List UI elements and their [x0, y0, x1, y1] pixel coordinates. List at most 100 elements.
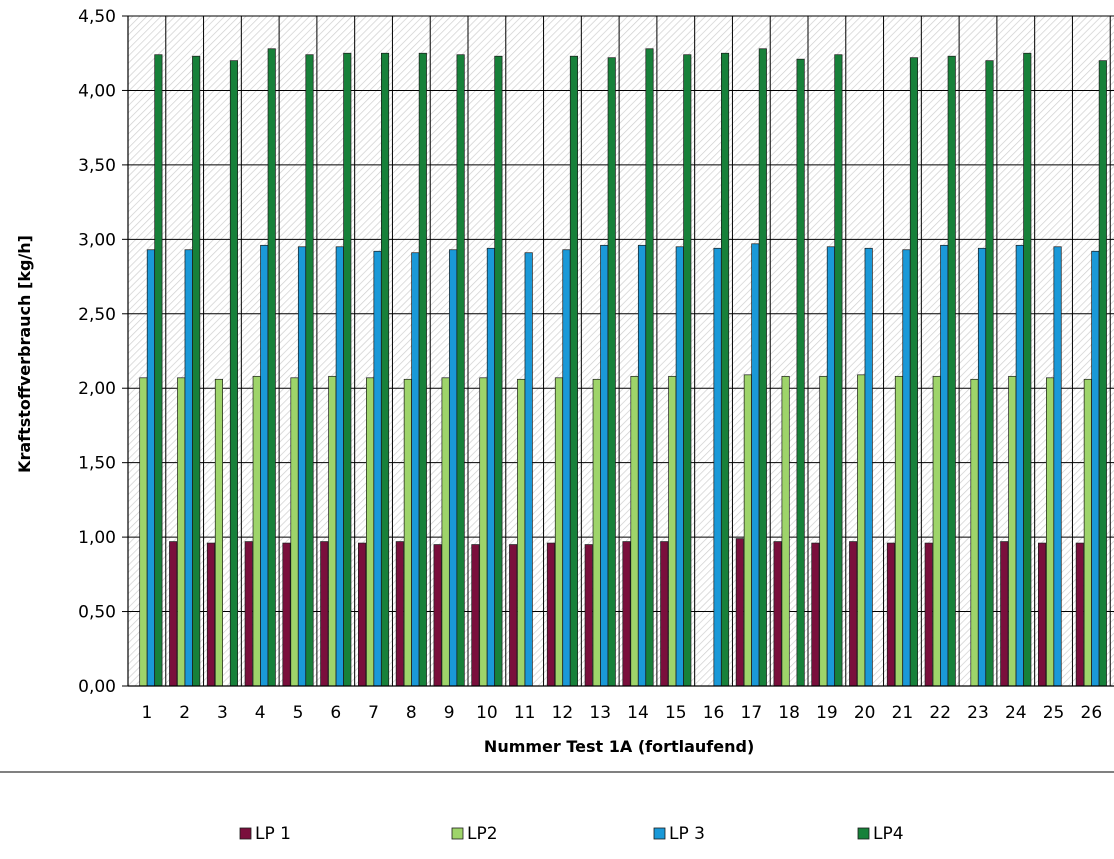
- bar-lp4-24: [1023, 52, 1032, 687]
- y-tick-label: 1,00: [78, 528, 116, 548]
- bar-lp3-17: [751, 243, 760, 687]
- legend-item-lp1: LP 1: [239, 824, 291, 844]
- bar-lp3-20: [864, 247, 873, 687]
- bar-lp3-10: [486, 247, 495, 687]
- bar-lp3-12: [562, 249, 571, 687]
- x-tick-label: 18: [778, 703, 800, 723]
- bar-lp2-10: [479, 377, 488, 687]
- bar-lp3-19: [826, 246, 835, 687]
- bar-lp4-3: [229, 60, 238, 687]
- y-tick-label: 3,50: [78, 156, 116, 176]
- x-tick-label: 12: [552, 703, 574, 723]
- bar-lp4-8: [418, 52, 427, 687]
- bar-lp1-3: [206, 542, 215, 687]
- bar-lp2-15: [668, 375, 677, 687]
- bar-lp4-13: [607, 57, 616, 687]
- bar-lp2-19: [819, 375, 828, 687]
- bar-lp4-17: [758, 48, 767, 687]
- bar-lp1-26: [1075, 542, 1084, 687]
- bar-lp3-15: [675, 246, 684, 687]
- x-tick-label: 10: [476, 703, 498, 723]
- legend-label: LP 3: [669, 824, 705, 844]
- bar-lp1-13: [584, 544, 593, 687]
- bar-lp2-4: [252, 375, 261, 687]
- bar-lp3-21: [902, 249, 911, 687]
- bar-lp3-1: [146, 249, 155, 687]
- bar-lp3-22: [940, 244, 949, 687]
- bar-lp4-1: [154, 54, 163, 687]
- bar-lp1-14: [622, 541, 631, 687]
- bars: [139, 48, 1107, 687]
- bar-lp1-17: [735, 538, 744, 687]
- bar-lp2-26: [1083, 378, 1092, 687]
- bar-lp4-6: [343, 52, 352, 687]
- bar-lp3-13: [600, 244, 609, 687]
- bar-lp2-8: [403, 378, 412, 687]
- bar-lp1-9: [433, 544, 442, 687]
- bar-lp1-5: [282, 542, 291, 687]
- bar-lp1-2: [169, 541, 178, 687]
- bar-lp1-19: [811, 542, 820, 687]
- bar-lp4-22: [947, 55, 956, 687]
- bar-lp4-10: [494, 55, 503, 687]
- bar-lp4-5: [305, 54, 314, 687]
- y-tick-label: 0,50: [78, 603, 116, 623]
- bar-lp3-4: [260, 244, 269, 687]
- bar-lp4-16: [721, 52, 730, 687]
- bar-lp3-9: [449, 249, 458, 687]
- bar-lp3-25: [1053, 246, 1062, 687]
- bar-lp4-4: [267, 48, 276, 687]
- y-tick-label: 4,00: [78, 81, 116, 101]
- x-tick-label: 2: [179, 703, 190, 723]
- bar-lp1-15: [660, 541, 669, 687]
- bar-lp2-1: [139, 377, 148, 687]
- bar-lp1-7: [358, 542, 367, 687]
- bar-lp2-6: [328, 375, 337, 687]
- legend-item-lp3: LP 3: [653, 824, 705, 844]
- bar-lp3-26: [1091, 250, 1100, 687]
- legend-swatch: [239, 827, 252, 840]
- x-tick-label: 11: [514, 703, 536, 723]
- x-tick-label: 1: [141, 703, 152, 723]
- bar-lp3-14: [637, 244, 647, 687]
- tick-labels: 0,00 0,50 1,00 1,50 2,00 2,50 3,00 3,50 4,00 4,50…: [78, 7, 1102, 723]
- x-tick-label: 24: [1005, 703, 1027, 723]
- legend-item-lp4: LP4: [857, 824, 904, 844]
- legend: LP 1 LP2 LP 3 LP4: [239, 824, 904, 844]
- bar-lp2-13: [592, 378, 601, 687]
- grid-lines: [127, 15, 1114, 687]
- bar-lp4-12: [569, 55, 578, 687]
- bar-lp2-18: [781, 375, 790, 687]
- y-tick-label: 0,00: [78, 677, 116, 697]
- x-tick-label: 19: [816, 703, 838, 723]
- bar-lp4-15: [683, 54, 692, 687]
- x-tick-label: 20: [854, 703, 876, 723]
- x-tick-label: 16: [703, 703, 725, 723]
- legend-swatch: [857, 827, 870, 840]
- bar-lp3-5: [297, 246, 307, 687]
- y-axis-title: Kraftstoffverbrauch [kg/h]: [15, 235, 34, 473]
- bar-lp1-21: [886, 542, 895, 687]
- x-tick-label: 5: [293, 703, 304, 723]
- y-tick-label: 3,00: [78, 230, 116, 250]
- legend-item-lp2: LP2: [451, 824, 498, 844]
- bar-lp2-14: [630, 375, 639, 687]
- bar-lp2-20: [857, 374, 866, 687]
- bar-lp2-7: [366, 377, 375, 687]
- bar-lp1-8: [395, 541, 404, 687]
- x-tick-label: 13: [589, 703, 611, 723]
- bar-lp1-11: [509, 544, 518, 687]
- bar-lp1-25: [1038, 542, 1047, 687]
- x-tick-label: 9: [444, 703, 455, 723]
- bar-lp1-18: [773, 541, 782, 687]
- x-tick-label: 6: [330, 703, 341, 723]
- bar-lp4-19: [834, 54, 843, 687]
- bar-lp4-23: [985, 60, 994, 687]
- bar-lp1-12: [546, 542, 555, 687]
- bar-lp3-24: [1015, 244, 1024, 687]
- bar-lp4-21: [909, 57, 918, 687]
- x-tick-label: 17: [741, 703, 763, 723]
- bar-lp2-17: [743, 374, 752, 687]
- y-tick-label: 4,50: [78, 7, 116, 27]
- bar-lp4-14: [645, 48, 654, 687]
